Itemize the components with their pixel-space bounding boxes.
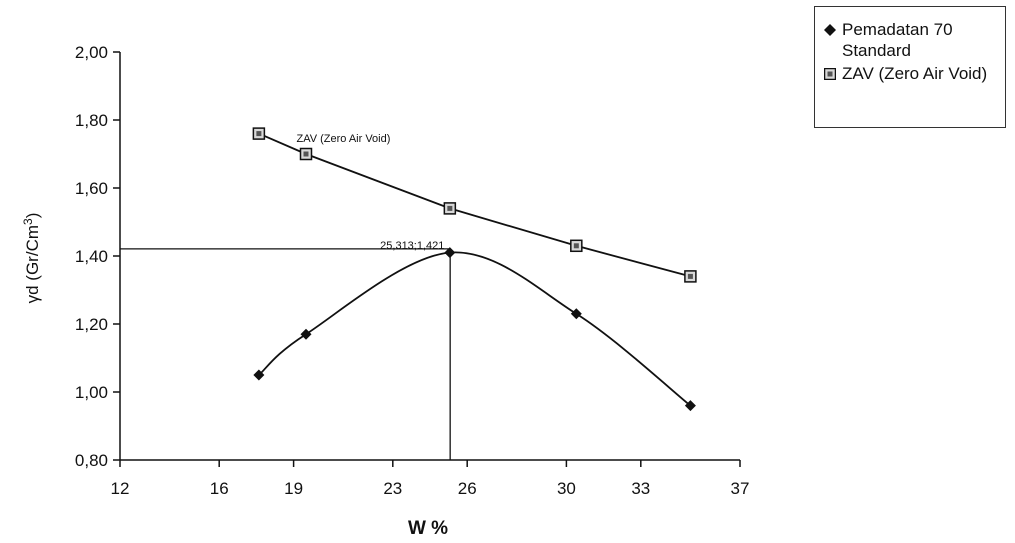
series-points: [252, 127, 697, 412]
annotation-optimum-label: 25,313;1,421: [380, 240, 444, 252]
data-point-square-inner: [573, 243, 579, 249]
x-tick-label: 33: [631, 479, 650, 498]
x-tick-label: 19: [284, 479, 303, 498]
legend-item-pemadatan: Pemadatan 70 Standard: [823, 19, 992, 61]
data-point-diamond: [253, 369, 265, 381]
y-tick-label: 1,80: [75, 111, 108, 130]
y-axis-title-end: ): [23, 213, 42, 219]
x-tick-label: 23: [383, 479, 402, 498]
x-axis-ticks: 12 16 19 23 26 30 33 37: [111, 460, 750, 498]
y-tick-label: 1,40: [75, 247, 108, 266]
x-tick-label: 16: [210, 479, 229, 498]
data-point-square-inner: [303, 151, 309, 157]
data-point-square-inner: [687, 273, 693, 279]
legend-label-pemadatan: Pemadatan 70 Standard: [842, 20, 953, 60]
data-point-diamond: [684, 400, 696, 412]
y-tick-label: 0,80: [75, 451, 108, 470]
data-point-square-inner: [447, 205, 453, 211]
data-point-diamond: [300, 328, 312, 340]
square-marker-icon: [823, 63, 837, 84]
x-tick-label: 37: [731, 479, 750, 498]
diamond-marker-icon: [823, 19, 837, 40]
legend-label-zav: ZAV (Zero Air Void): [842, 64, 988, 83]
annotation-zav-label: ZAV (Zero Air Void): [296, 133, 390, 145]
x-tick-label: 12: [111, 479, 130, 498]
y-axis-title: γd (Gr/Cm3): [21, 213, 42, 304]
x-axis-title: W %: [408, 518, 448, 539]
chart-legend: Pemadatan 70 Standard ZAV (Zero Air Void…: [814, 6, 1006, 128]
data-point-square-inner: [256, 131, 262, 137]
data-point-diamond: [570, 308, 582, 320]
y-tick-label: 1,00: [75, 383, 108, 402]
legend-item-zav: ZAV (Zero Air Void): [823, 63, 992, 84]
annotations: ZAV (Zero Air Void) 25,313;1,421: [296, 133, 444, 252]
data-point-diamond: [444, 247, 456, 259]
y-tick-label: 1,20: [75, 315, 108, 334]
optimum-guide-lines: [120, 248, 451, 460]
x-tick-label: 30: [557, 479, 576, 498]
series-line-pemadatan: [258, 251, 691, 407]
y-tick-label: 1,60: [75, 179, 108, 198]
series-lines: [258, 132, 691, 407]
y-tick-label: 2,00: [75, 43, 108, 62]
x-tick-label: 26: [458, 479, 477, 498]
y-axis-ticks: 0,80 1,00 1,20 1,40 1,60 1,80 2,00: [75, 43, 120, 470]
y-axis-title-superscript: 3: [21, 218, 35, 225]
